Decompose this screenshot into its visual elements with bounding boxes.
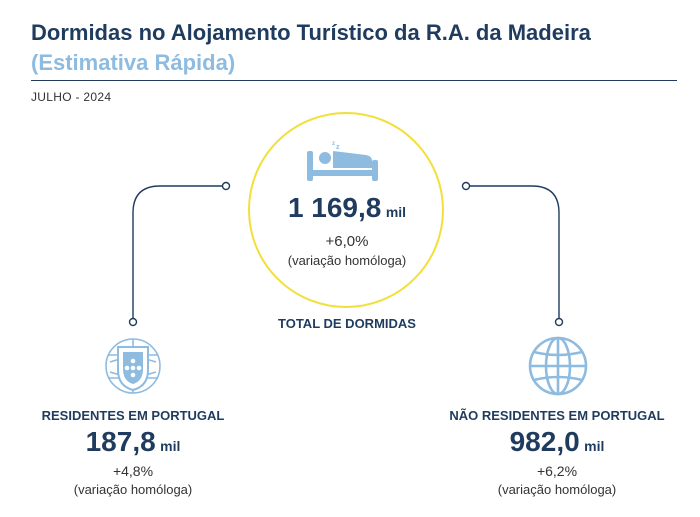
period-label: JULHO - 2024 — [31, 90, 112, 104]
svg-text:z: z — [336, 144, 340, 151]
nonresidents-value: 982,0 — [509, 426, 580, 457]
header-divider — [31, 80, 677, 81]
nonresidents-change: +6,2% — [536, 463, 578, 479]
residents-value-row: 187,8 mil — [3, 426, 263, 458]
total-unit: mil — [385, 204, 407, 220]
right-connector — [466, 185, 560, 322]
total-note: (variação homóloga) — [287, 253, 407, 268]
left-connector — [132, 185, 226, 322]
page-title: Dormidas no Alojamento Turístico da R.A.… — [31, 20, 591, 45]
portugal-coat-of-arms-icon — [105, 338, 161, 394]
nonresidents-unit: mil — [584, 438, 605, 454]
bed-icon: z z — [307, 141, 378, 181]
left-connector-bottom-dot — [128, 317, 138, 327]
right-connector-top-dot — [461, 181, 471, 191]
right-connector-bottom-dot — [554, 317, 564, 327]
page-subtitle: (Estimativa Rápida) — [31, 50, 236, 75]
total-circle — [248, 112, 444, 308]
residents-unit: mil — [160, 438, 181, 454]
nonresidents-note: (variação homóloga) — [497, 482, 617, 497]
total-label: TOTAL DE DORMIDAS — [278, 316, 416, 331]
residents-note: (variação homóloga) — [73, 482, 193, 497]
total-change: +6,0% — [325, 233, 369, 250]
residents-change: +4,8% — [112, 463, 154, 479]
nonresidents-label: NÃO RESIDENTES EM PORTUGAL — [449, 408, 665, 423]
svg-text:z: z — [332, 141, 335, 147]
total-value: 1 169,8 — [287, 192, 382, 223]
residents-value: 187,8 — [85, 426, 156, 457]
globe-icon — [528, 336, 588, 396]
left-connector-top-dot — [221, 181, 231, 191]
residents-label: RESIDENTES EM PORTUGAL — [41, 408, 225, 423]
nonresidents-value-row: 982,0 mil — [427, 426, 687, 458]
total-value-row: 1 169,8 mil — [249, 192, 445, 224]
